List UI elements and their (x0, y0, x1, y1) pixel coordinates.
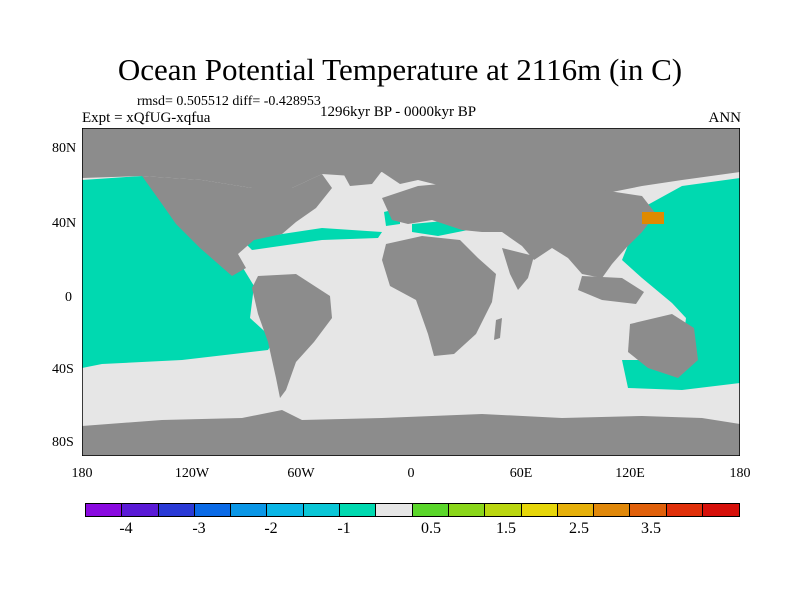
colorbar-swatch (376, 504, 413, 516)
warm-patch-japan (642, 212, 664, 224)
map-title: Ocean Potential Temperature at 2116m (in… (117, 52, 683, 87)
colorbar-swatch (630, 504, 667, 516)
cyan-gulf-strip (242, 228, 382, 250)
colorbar-swatch (448, 504, 486, 516)
lat-label-eq: 0 (65, 290, 72, 305)
world-map (82, 128, 740, 456)
land-antarctica (82, 410, 740, 456)
lon-label-180w: 180 (71, 466, 93, 481)
colorbar-label-1p5: 1.5 (496, 520, 516, 537)
lat-label-80n: 80N (52, 141, 77, 156)
lon-label-120e: 120E (615, 466, 645, 481)
lon-label-60e: 60E (509, 466, 533, 481)
colorbar-swatch (485, 504, 522, 516)
colorbar-swatch (158, 504, 195, 516)
colorbar-swatch (303, 504, 341, 516)
colorbar-label-m1: -1 (337, 520, 351, 537)
colorbar-label-m4: -4 (119, 520, 133, 537)
colorbar (85, 503, 741, 517)
experiment-label: Expt = xQfUG-xqfua (82, 110, 211, 126)
colorbar-swatch (194, 504, 232, 516)
colorbar-swatch (666, 504, 704, 516)
lat-label-40n: 40N (52, 216, 77, 231)
stats-text: rmsd= 0.505512 diff= -0.428953 (137, 94, 321, 109)
colorbar-swatch (340, 504, 377, 516)
land-north-america (142, 174, 332, 276)
colorbar-swatch (594, 504, 631, 516)
land-north (82, 128, 740, 194)
colorbar-swatch (412, 504, 449, 516)
land-madagascar (494, 318, 502, 340)
season-label: ANN (708, 110, 742, 126)
land-south-america (252, 274, 332, 398)
colorbar-swatch (122, 504, 159, 516)
land-eurasia (382, 182, 656, 278)
colorbar-label-2p5: 2.5 (569, 520, 589, 537)
lon-label-180e: 180 (729, 466, 751, 481)
land-greenland (332, 134, 392, 186)
cyan-western-pacific (622, 178, 740, 390)
land-africa (382, 236, 496, 356)
colorbar-label-m3: -3 (192, 520, 206, 537)
land-india (502, 248, 534, 290)
colorbar-swatch (703, 504, 740, 516)
colorbar-label-m2: -2 (264, 520, 278, 537)
lat-label-80s: 80S (52, 435, 74, 450)
lat-label-40s: 40S (52, 362, 74, 377)
colorbar-swatch (86, 504, 123, 516)
colorbar-label-3p5: 3.5 (641, 520, 661, 537)
lon-label-120w: 120W (174, 466, 210, 481)
colorbar-swatch (557, 504, 595, 516)
colorbar-swatch (267, 504, 304, 516)
colorbar-label-0p5: 0.5 (421, 520, 441, 537)
land-indonesia (578, 276, 644, 304)
lon-label-0: 0 (407, 466, 415, 481)
colorbar-swatch (231, 504, 268, 516)
colorbar-swatch (521, 504, 558, 516)
period-label: 1296kyr BP - 0000kyr BP (320, 104, 477, 120)
lon-label-60w: 60W (287, 466, 315, 481)
land-australia (628, 314, 698, 378)
